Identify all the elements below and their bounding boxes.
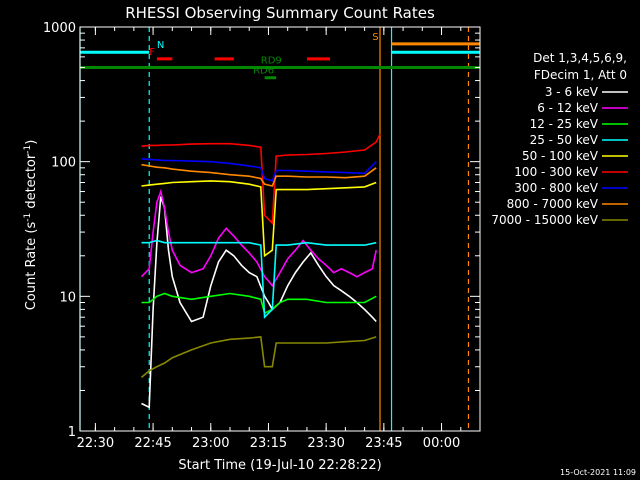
flag-label-RD9: RD9 [261,56,282,67]
legend-label-2: 12 - 25 keV [530,117,599,131]
legend: Det 1,3,4,5,6,9, FDecim 1, Att 0 3 - 6 k… [491,51,628,227]
series-line-0 [141,196,377,409]
legend-label-7: 800 - 7000 keV [507,197,599,211]
legend-label-6: 300 - 800 keV [514,181,598,195]
x-axis-label: Start Time (19-Jul-10 22:28:22) [178,458,381,473]
flag-label-S: S [372,32,378,43]
x-tick-label-2: 23:00 [192,436,229,451]
y-axis-label-main: Count Rate (s [24,222,39,311]
y-axis-label-sup1: -1 [23,213,33,222]
y-tick-label-0: 1 [68,425,76,440]
legend-label-3: 25 - 50 keV [530,133,599,147]
series-line-6 [141,158,377,182]
flag-label-RD6: RD6 [253,66,274,77]
x-tick-label-1: 22:45 [134,436,171,451]
y-axis-label: Count Rate (s-1 detector-1) [23,140,39,311]
x-tick-label-0: 22:30 [77,436,114,451]
y-axis-label-sup2: -1 [23,145,33,154]
legend-label-0: 3 - 6 keV [545,85,599,99]
legend-label-8: 7000 - 15000 keV [491,213,598,227]
y-tick-label-2: 100 [51,156,76,171]
generation-timestamp: 15-Oct-2021 11:09 [560,468,636,477]
ticks-layer: 22:30 22:45 23:00 23:15 23:30 23:45 00:00 1 10 10… [43,21,481,451]
legend-label-4: 50 - 100 keV [522,149,599,163]
y-tick-label-1: 10 [59,290,76,305]
legend-header-1: Det 1,3,4,5,6,9, [533,51,627,65]
y-axis-label-end: ) [24,140,39,145]
x-tick-label-6: 00:00 [423,436,460,451]
axis-frame [79,26,481,432]
series-line-4 [141,180,377,258]
x-tick-label-5: 23:45 [365,436,402,451]
flag-label-N: N [157,40,164,51]
x-tick-label-3: 23:15 [250,436,287,451]
legend-header-2: FDecim 1, Att 0 [534,68,627,82]
y-axis-label-mid: detector [24,153,39,213]
series-line-8 [140,336,377,379]
series-line-1 [140,188,377,288]
series-line-3 [141,239,377,320]
legend-label-5: 100 - 300 keV [514,165,598,179]
legend-label-1: 6 - 12 keV [537,101,599,115]
series-line-7 [141,163,377,187]
y-tick-label-3: 1000 [43,21,76,36]
series-line-2 [141,292,377,315]
x-tick-label-4: 23:30 [307,436,344,451]
flag-label-F: F [149,47,155,58]
chart-title: RHESSI Observing Summary Count Rates [125,4,435,22]
